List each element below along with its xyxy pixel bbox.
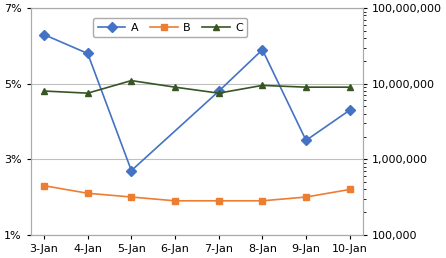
B — [129, 196, 134, 199]
C — [216, 92, 221, 95]
B — [216, 199, 221, 202]
B — [172, 199, 178, 202]
A — [347, 109, 352, 112]
B — [303, 196, 309, 199]
C — [347, 86, 352, 89]
A — [129, 169, 134, 172]
B — [347, 188, 352, 191]
B — [41, 184, 47, 187]
A — [41, 33, 47, 36]
Line: C: C — [41, 77, 353, 97]
Line: B: B — [41, 182, 353, 204]
C — [172, 86, 178, 89]
Line: A: A — [41, 31, 353, 174]
Legend: A, B, C: A, B, C — [93, 18, 248, 37]
A — [303, 139, 309, 142]
C — [260, 84, 265, 87]
C — [85, 92, 91, 95]
B — [85, 192, 91, 195]
A — [216, 90, 221, 93]
A — [260, 48, 265, 51]
C — [303, 86, 309, 89]
B — [260, 199, 265, 202]
C — [41, 90, 47, 93]
A — [85, 52, 91, 55]
C — [129, 79, 134, 82]
